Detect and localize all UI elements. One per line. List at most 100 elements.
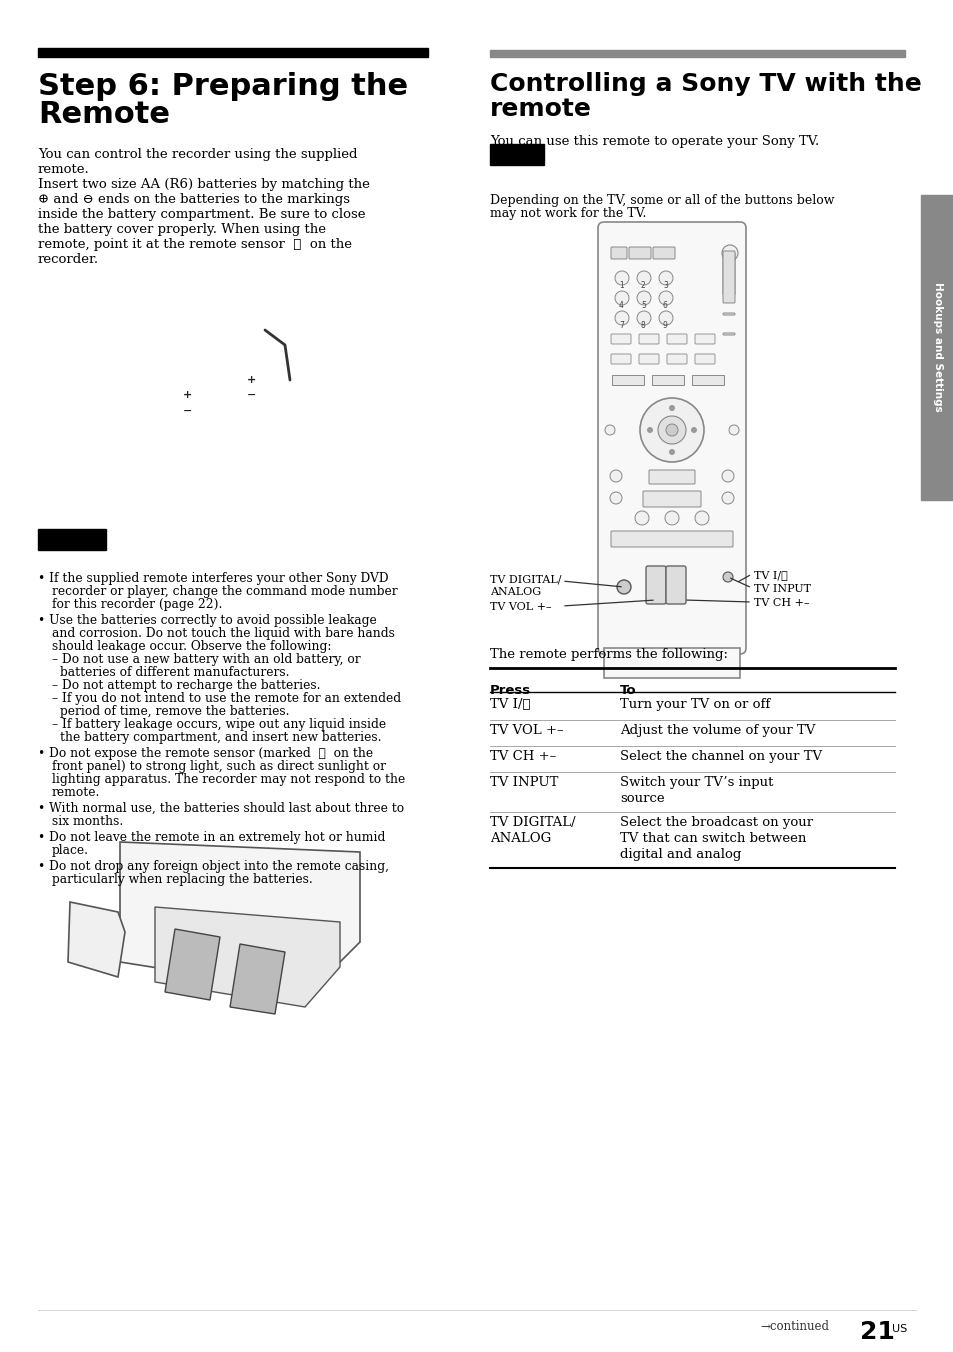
Circle shape (604, 425, 615, 435)
Bar (651, 375, 683, 385)
Text: – Do not attempt to recharge the batteries.: – Do not attempt to recharge the batteri… (52, 679, 320, 692)
Text: Switch your TV’s input
source: Switch your TV’s input source (619, 776, 773, 804)
Circle shape (635, 511, 648, 525)
FancyBboxPatch shape (628, 247, 650, 260)
Circle shape (721, 245, 738, 261)
Text: Step 6: Preparing the: Step 6: Preparing the (38, 72, 408, 101)
Text: TV INPUT: TV INPUT (753, 584, 810, 594)
Text: period of time, remove the batteries.: period of time, remove the batteries. (60, 704, 289, 718)
Text: front panel) to strong light, such as direct sunlight or: front panel) to strong light, such as di… (52, 760, 386, 773)
Circle shape (646, 427, 652, 433)
Text: six months.: six months. (52, 815, 123, 827)
Text: →continued: →continued (760, 1320, 828, 1333)
Text: recorder or player, change the command mode number: recorder or player, change the command m… (52, 585, 397, 598)
FancyBboxPatch shape (639, 354, 659, 364)
Text: remote, point it at the remote sensor  Ⓡ  on the: remote, point it at the remote sensor Ⓡ … (38, 238, 352, 251)
FancyBboxPatch shape (652, 247, 675, 260)
FancyBboxPatch shape (695, 354, 714, 364)
Circle shape (609, 470, 621, 483)
Text: • Do not expose the remote sensor (marked  Ⓡ  on the: • Do not expose the remote sensor (marke… (38, 748, 373, 760)
Text: particularly when replacing the batteries.: particularly when replacing the batterie… (52, 873, 313, 886)
FancyBboxPatch shape (610, 247, 626, 260)
Text: for this recorder (page 22).: for this recorder (page 22). (52, 598, 222, 611)
Polygon shape (154, 907, 339, 1007)
Text: 8: 8 (640, 320, 645, 330)
Text: Select the channel on your TV: Select the channel on your TV (619, 750, 821, 763)
FancyBboxPatch shape (722, 314, 734, 315)
Polygon shape (230, 944, 285, 1014)
Text: TV DIGITAL/: TV DIGITAL/ (490, 575, 561, 585)
Circle shape (659, 311, 672, 324)
FancyBboxPatch shape (722, 253, 734, 295)
Text: 2: 2 (640, 281, 645, 289)
Circle shape (639, 397, 703, 462)
Circle shape (659, 270, 672, 285)
Text: the battery cover properly. When using the: the battery cover properly. When using t… (38, 223, 326, 237)
Text: To: To (619, 684, 636, 698)
Text: 4: 4 (618, 301, 623, 310)
Circle shape (617, 580, 630, 594)
Circle shape (668, 449, 675, 456)
FancyBboxPatch shape (666, 334, 686, 343)
Text: – If battery leakage occurs, wipe out any liquid inside: – If battery leakage occurs, wipe out an… (52, 718, 386, 731)
Circle shape (615, 270, 628, 285)
Text: Adjust the volume of your TV: Adjust the volume of your TV (619, 725, 815, 737)
Text: • If the supplied remote interferes your other Sony DVD: • If the supplied remote interferes your… (38, 572, 388, 585)
Circle shape (721, 470, 733, 483)
Text: – If you do not intend to use the remote for an extended: – If you do not intend to use the remote… (52, 692, 400, 704)
Text: recorder.: recorder. (38, 253, 99, 266)
Text: ⊕ and ⊖ ends on the batteries to the markings: ⊕ and ⊖ ends on the batteries to the mar… (38, 193, 350, 206)
FancyBboxPatch shape (666, 354, 686, 364)
Text: may not work for the TV.: may not work for the TV. (490, 207, 646, 220)
Text: +: + (183, 389, 193, 400)
Text: TV VOL +–: TV VOL +– (490, 725, 563, 737)
Text: TV I/⏻: TV I/⏻ (490, 698, 530, 711)
FancyBboxPatch shape (722, 333, 734, 335)
Polygon shape (68, 902, 125, 977)
FancyBboxPatch shape (665, 566, 685, 604)
Text: Press: Press (490, 684, 531, 698)
Text: −: − (247, 389, 256, 400)
Text: ANALOG: ANALOG (490, 587, 540, 598)
Text: place.: place. (52, 844, 89, 857)
Text: TV VOL +–: TV VOL +– (490, 602, 551, 612)
Text: Note: Note (495, 178, 530, 191)
FancyBboxPatch shape (722, 251, 734, 303)
Text: Notes: Notes (43, 562, 87, 576)
Circle shape (637, 270, 650, 285)
Circle shape (658, 416, 685, 443)
Circle shape (690, 427, 697, 433)
Circle shape (728, 425, 739, 435)
Circle shape (637, 291, 650, 306)
Text: 1: 1 (618, 281, 623, 289)
FancyBboxPatch shape (610, 354, 630, 364)
Text: the battery compartment, and insert new batteries.: the battery compartment, and insert new … (60, 731, 381, 744)
Text: Controlling a Sony TV with the: Controlling a Sony TV with the (490, 72, 921, 96)
FancyBboxPatch shape (639, 334, 659, 343)
Text: • Use the batteries correctly to avoid possible leakage: • Use the batteries correctly to avoid p… (38, 614, 376, 627)
Circle shape (615, 311, 628, 324)
Text: and corrosion. Do not touch the liquid with bare hands: and corrosion. Do not touch the liquid w… (52, 627, 395, 639)
Text: inside the battery compartment. Be sure to close: inside the battery compartment. Be sure … (38, 208, 365, 220)
Circle shape (637, 311, 650, 324)
Text: 5: 5 (640, 301, 645, 310)
Bar (38, 529, 106, 550)
FancyBboxPatch shape (642, 491, 700, 507)
Text: Remote: Remote (38, 100, 170, 128)
Circle shape (668, 406, 675, 411)
Text: • With normal use, the batteries should last about three to: • With normal use, the batteries should … (38, 802, 404, 815)
Text: Depending on the TV, some or all of the buttons below: Depending on the TV, some or all of the … (490, 193, 834, 207)
Text: Select the broadcast on your
TV that can switch between
digital and analog: Select the broadcast on your TV that can… (619, 817, 812, 861)
Text: remote.: remote. (52, 786, 100, 799)
Text: remote.: remote. (38, 164, 90, 176)
FancyBboxPatch shape (610, 334, 630, 343)
Text: TV CH +–: TV CH +– (753, 598, 809, 608)
Text: TV CH +–: TV CH +– (490, 750, 556, 763)
Bar (691, 375, 723, 385)
Polygon shape (165, 929, 220, 1000)
Text: – Do not use a new battery with an old battery, or: – Do not use a new battery with an old b… (52, 653, 360, 667)
Text: 7: 7 (618, 320, 623, 330)
FancyBboxPatch shape (645, 566, 665, 604)
Text: should leakage occur. Observe the following:: should leakage occur. Observe the follow… (52, 639, 331, 653)
Text: TV Ⅰ/⌛: TV Ⅰ/⌛ (753, 571, 787, 580)
